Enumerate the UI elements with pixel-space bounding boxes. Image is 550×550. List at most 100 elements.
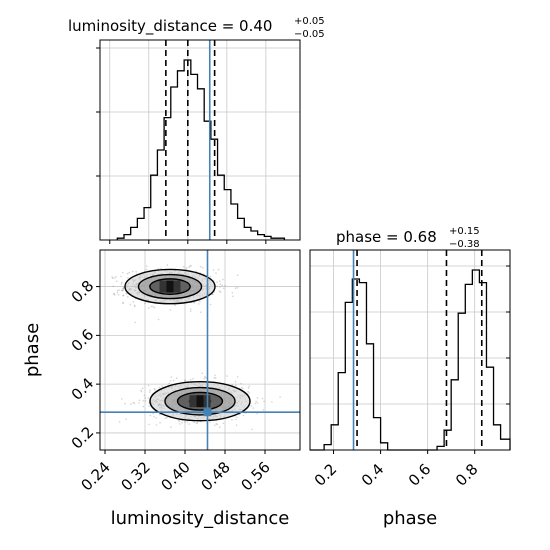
sample-point — [247, 387, 250, 389]
sample-point — [122, 286, 125, 289]
sample-point — [138, 402, 140, 404]
sample-point — [279, 396, 281, 398]
sample-point — [142, 405, 145, 408]
sample-point — [140, 389, 142, 392]
sample-point — [235, 384, 237, 387]
y-axis-label-phase: phase — [22, 323, 43, 377]
sample-point — [222, 287, 225, 290]
sample-point — [142, 387, 144, 390]
phase-y-tick-label: 0.8 — [68, 277, 98, 307]
sample-point — [192, 377, 194, 380]
sample-point — [166, 264, 169, 266]
sample-point — [111, 277, 114, 280]
sample-point — [128, 271, 130, 274]
sample-point — [179, 423, 181, 425]
sample-point — [204, 376, 207, 379]
luminosity-distance-histogram-axes — [100, 40, 300, 240]
sample-point — [198, 303, 200, 305]
sample-point — [152, 412, 154, 415]
sample-point — [214, 377, 217, 379]
sample-point — [247, 390, 249, 393]
sample-point — [148, 307, 150, 309]
phase-title-plus: +0.15 — [449, 226, 480, 237]
sample-point — [216, 281, 218, 283]
luminosity-distance-title-minus: −0.05 — [294, 29, 325, 40]
phase-y-tick-label: 0.6 — [68, 325, 98, 355]
sample-point — [114, 294, 116, 296]
sample-point — [149, 414, 152, 417]
sample-point — [240, 382, 242, 385]
sample-point — [122, 289, 124, 291]
sample-point — [184, 380, 186, 382]
sample-point — [250, 405, 253, 407]
sample-point — [116, 291, 119, 294]
sample-point — [158, 386, 161, 389]
sample-point — [255, 400, 257, 403]
sample-point — [196, 421, 199, 424]
sample-point — [184, 379, 187, 381]
sample-point — [186, 267, 188, 269]
sample-point — [182, 265, 185, 268]
sample-point — [214, 424, 216, 427]
sample-point — [138, 399, 141, 402]
sample-point — [160, 267, 162, 270]
phase-vs-luminosity-distance-panel: 0.24 0.32 0.40 0.48 0.56 0.2 0.4 0.6 0.8 luminos… — [22, 249, 301, 529]
sample-point — [218, 280, 221, 283]
hist2d-truth-markers — [100, 250, 300, 450]
sample-point — [181, 422, 183, 424]
sample-point — [148, 405, 150, 407]
sample-point — [172, 379, 175, 382]
sample-point — [242, 387, 244, 390]
sample-point — [157, 318, 160, 321]
sample-point — [118, 421, 121, 423]
sample-point — [256, 397, 259, 399]
sample-point — [140, 390, 143, 393]
sample-point — [195, 422, 198, 425]
sample-point — [169, 309, 171, 311]
sample-point — [231, 292, 234, 294]
sample-point — [125, 418, 127, 421]
sample-point — [144, 397, 147, 399]
luminosity-distance-x-tick-label: 0.24 — [77, 458, 113, 494]
sample-point — [150, 305, 153, 308]
sample-point — [159, 413, 161, 416]
sample-point — [133, 304, 136, 307]
sample-point — [209, 275, 212, 278]
sample-point — [132, 301, 135, 303]
sample-point — [145, 265, 148, 267]
density-core-cell — [173, 280, 181, 293]
sample-point — [166, 416, 168, 419]
luminosity-distance-x-tick-label: 0.32 — [117, 458, 153, 494]
sample-point — [188, 423, 190, 425]
sample-point — [153, 306, 156, 309]
sample-point — [217, 268, 220, 271]
sample-point — [212, 293, 214, 296]
sample-point — [133, 402, 136, 405]
sample-point — [112, 285, 115, 288]
sample-point — [186, 421, 189, 423]
sample-point — [120, 289, 123, 292]
sample-point — [248, 392, 250, 394]
phase-x-tick-label: 0.6 — [405, 460, 435, 490]
sample-point — [262, 409, 265, 411]
phase-y-tick-label: 0.4 — [68, 374, 98, 404]
histogram-step-line — [116, 59, 286, 240]
sample-point — [219, 291, 222, 293]
sample-point — [178, 420, 181, 423]
sample-point — [157, 267, 160, 270]
luminosity-distance-x-tick-label: 0.40 — [157, 458, 193, 494]
sample-point — [252, 407, 255, 409]
hist2d-frame — [99, 249, 301, 451]
sample-point — [242, 414, 245, 417]
sample-point — [168, 382, 170, 385]
sample-point — [155, 417, 157, 419]
sample-point — [118, 289, 120, 291]
sample-point — [193, 302, 196, 304]
sample-point — [240, 386, 243, 389]
luminosity-distance-title-main: luminosity_distance = 0.40 — [68, 17, 272, 36]
sample-point — [113, 277, 116, 279]
sample-point — [148, 391, 151, 393]
sample-point — [132, 401, 134, 404]
sample-point — [190, 308, 192, 310]
